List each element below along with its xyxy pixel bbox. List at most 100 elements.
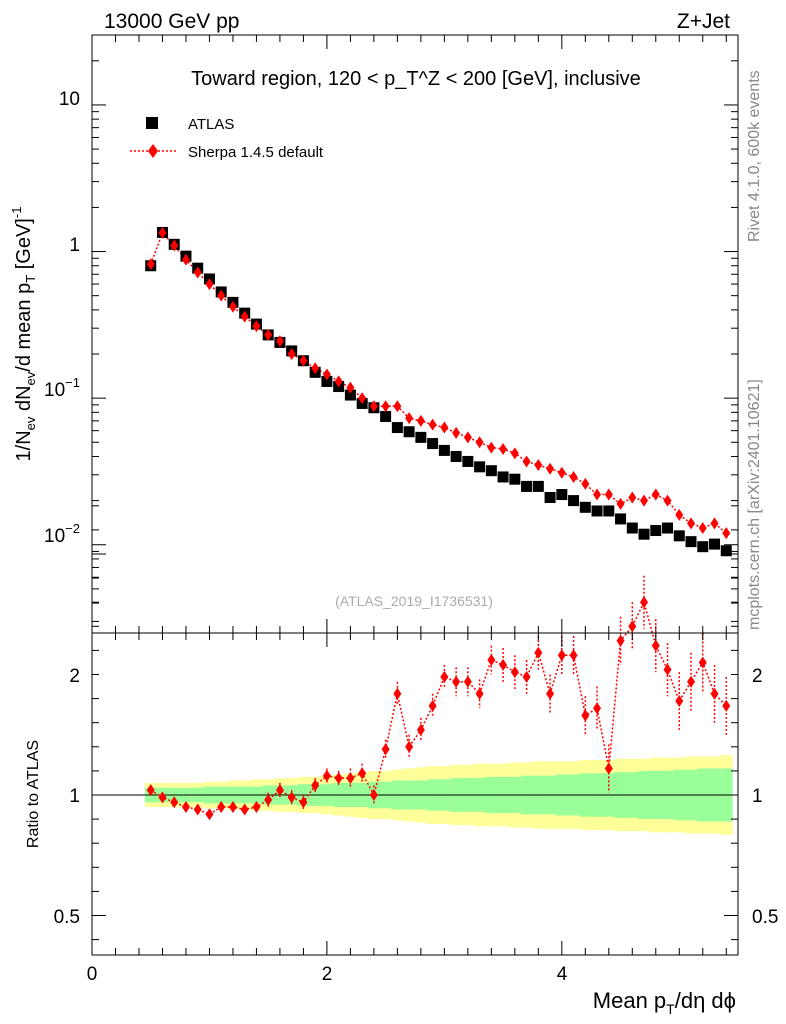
sherpa-point: [593, 488, 602, 501]
atlas-point: [568, 495, 580, 507]
ratio-point: [722, 699, 731, 712]
sherpa-point: [628, 491, 637, 504]
ratio-point: [604, 762, 613, 775]
ratio-point: [299, 796, 308, 809]
atlas-point: [615, 513, 627, 525]
atlas-point: [403, 426, 415, 438]
sherpa-point: [687, 517, 696, 530]
atlas-point: [485, 465, 497, 477]
main-y-axis-title: 1/Nev dNev/d mean pT [GeV]-1: [9, 207, 38, 462]
atlas-point: [544, 492, 556, 504]
sherpa-point: [193, 266, 202, 279]
sherpa-point: [475, 436, 484, 449]
sherpa-point: [181, 253, 190, 266]
atlas-point: [462, 455, 474, 467]
sherpa-point: [311, 362, 320, 375]
main-data-points: [145, 226, 732, 557]
sherpa-point: [240, 310, 249, 323]
atlas-point: [438, 444, 450, 456]
ratio-point: [311, 779, 320, 792]
sherpa-point: [428, 418, 437, 431]
ratio-point: [170, 796, 179, 809]
sherpa-point: [440, 421, 449, 434]
sherpa-point: [346, 381, 355, 394]
atlas-point: [474, 461, 486, 473]
sherpa-point: [416, 414, 425, 427]
ratio-y-tick-2-right: 2: [752, 666, 763, 687]
sherpa-point: [463, 431, 472, 444]
atlas-point: [697, 541, 709, 553]
sherpa-point: [205, 278, 214, 291]
ratio-point: [510, 666, 519, 679]
sherpa-line: [150, 231, 727, 534]
sherpa-point: [581, 477, 590, 490]
y-tick-0.1: 10−1: [44, 375, 80, 401]
sherpa-point: [228, 300, 237, 313]
atlas-point: [427, 438, 439, 450]
sherpa-point: [158, 226, 167, 239]
atlas-point: [321, 375, 333, 387]
atlas-point: [685, 536, 697, 548]
ratio-data-points: [146, 575, 731, 821]
atlas-point: [556, 489, 568, 501]
ratio-point: [405, 740, 414, 753]
legend-sherpa-marker: [148, 144, 158, 158]
ratio-panel-frame: [91, 632, 739, 956]
atlas-point: [603, 505, 615, 517]
sherpa-point: [170, 239, 179, 252]
atlas-point: [450, 450, 462, 462]
ratio-point: [581, 709, 590, 722]
ratio-point: [616, 634, 625, 647]
ratio-point: [463, 675, 472, 688]
sherpa-point: [675, 508, 684, 521]
atlas-point: [579, 501, 591, 513]
mcplots-label: mcplots.cern.ch [arXiv:2401.10621]: [746, 379, 763, 630]
sherpa-point: [287, 348, 296, 361]
ratio-point: [640, 596, 649, 609]
ratio-point: [369, 789, 378, 801]
sherpa-point: [381, 400, 390, 413]
sherpa-point: [334, 375, 343, 388]
ratio-point: [193, 803, 202, 816]
ratio-panel: 2 1 0.5 2 1 0.5 Ratio to ATLAS 0 2 4 Mea…: [25, 505, 778, 1017]
main-title: Toward region, 120 < p_T^Z < 200 [GeV], …: [191, 68, 641, 90]
ratio-point: [475, 687, 484, 700]
ratio-point: [698, 656, 707, 669]
x-tick-4: 4: [557, 964, 568, 985]
y-tick-1: 1: [69, 235, 80, 256]
sherpa-point: [299, 354, 308, 367]
atlas-point: [391, 422, 403, 434]
atlas-point: [673, 530, 685, 542]
sherpa-point: [146, 258, 155, 271]
sherpa-point: [487, 441, 496, 454]
ratio-point: [428, 699, 437, 712]
main-panel: Toward region, 120 < p_T^Z < 200 [GeV], …: [9, 34, 739, 634]
legend: ATLAS Sherpa 1.4.5 default: [130, 116, 324, 161]
atlas-point: [662, 522, 674, 534]
energy-label: 13000 GeV pp: [104, 10, 239, 33]
ratio-y-tick-0.5: 0.5: [54, 907, 80, 928]
sherpa-point: [710, 517, 719, 530]
ratio-point: [217, 801, 226, 814]
ratio-point: [240, 803, 249, 816]
sherpa-point: [651, 488, 660, 501]
ratio-point: [252, 801, 261, 814]
sherpa-point: [369, 400, 378, 413]
ratio-point: [205, 808, 214, 821]
sherpa-point: [393, 400, 402, 413]
atlas-point: [709, 538, 721, 550]
ratio-point: [264, 793, 273, 806]
ratio-point: [557, 649, 566, 662]
ratio-point: [287, 791, 296, 804]
ratio-point: [393, 687, 402, 700]
x-axis-title: Mean pT/dη dϕ: [593, 988, 736, 1017]
legend-atlas-label: ATLAS: [188, 116, 234, 133]
atlas-point: [380, 410, 392, 422]
ratio-point: [181, 801, 190, 814]
atlas-point: [650, 525, 662, 537]
ratio-point: [499, 658, 508, 671]
sherpa-point: [522, 455, 531, 468]
sherpa-point: [264, 328, 273, 341]
atlas-point: [638, 528, 650, 540]
